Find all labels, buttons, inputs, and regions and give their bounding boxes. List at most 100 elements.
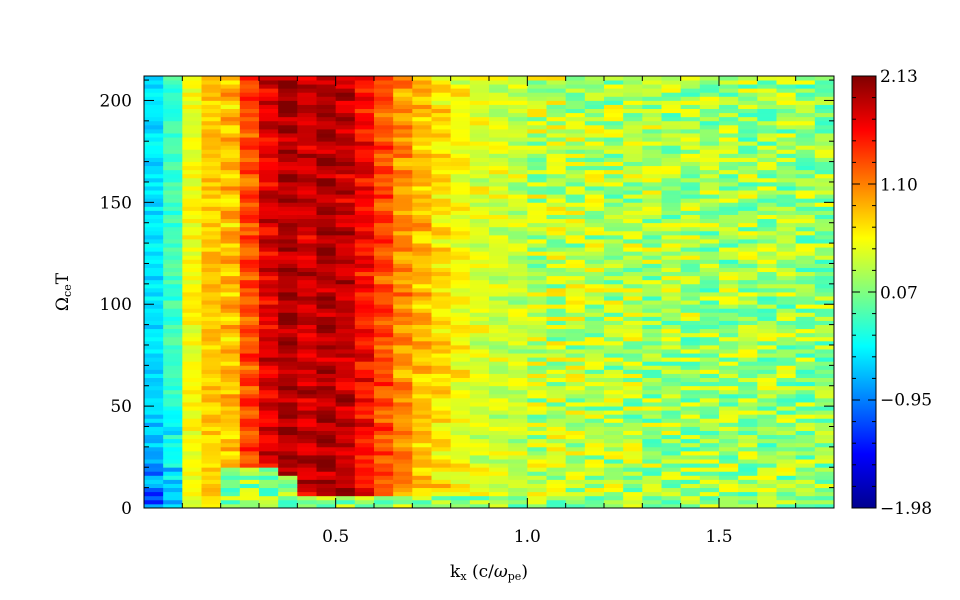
heatmap-cell [546, 243, 567, 248]
heatmap-cell [604, 292, 624, 297]
heatmap-cell [795, 222, 816, 228]
heatmap-cell [699, 230, 720, 236]
heatmap-cell [297, 426, 317, 431]
heatmap-cell [144, 198, 164, 203]
heatmap-cell [661, 190, 682, 195]
heatmap-cell [699, 471, 720, 476]
heatmap-cell [661, 312, 682, 317]
heatmap-cell [335, 267, 356, 273]
heatmap-cell [297, 173, 317, 179]
heatmap-cell [776, 402, 797, 407]
heatmap-cell [297, 287, 317, 293]
heatmap-cell [374, 263, 394, 268]
heatmap-cell [278, 239, 298, 244]
heatmap-cell [201, 108, 222, 114]
heatmap-cell [412, 247, 432, 252]
heatmap-cell [239, 214, 260, 220]
heatmap-cell [297, 116, 317, 122]
heatmap-cell [259, 283, 279, 289]
heatmap-cell [642, 300, 662, 305]
heatmap-cell [239, 292, 260, 297]
heatmap-cell [508, 165, 528, 171]
heatmap-cell [354, 194, 375, 199]
heatmap-cell [374, 234, 394, 240]
heatmap-cell [374, 214, 394, 220]
heatmap-cell [527, 410, 547, 415]
heatmap-cell [489, 108, 509, 114]
heatmap-cell [719, 210, 739, 215]
heatmap-cell [144, 292, 164, 297]
heatmap-cell [469, 275, 490, 281]
heatmap-cell [297, 312, 317, 317]
heatmap-cell [220, 214, 241, 220]
heatmap-cell [661, 479, 682, 484]
heatmap-cell [201, 422, 222, 427]
heatmap-cell [144, 353, 164, 358]
heatmap-cell [814, 491, 835, 497]
heatmap-cell [738, 438, 758, 444]
heatmap-cell [278, 76, 298, 81]
heatmap-cell [508, 361, 528, 366]
heatmap-cell [814, 357, 835, 362]
heatmap-cell [508, 202, 528, 207]
heatmap-cell [565, 190, 586, 195]
heatmap-cell [278, 108, 298, 114]
heatmap-cell [431, 128, 452, 134]
heatmap-cell [719, 344, 739, 350]
heatmap-cell [584, 210, 605, 215]
heatmap-cell [699, 296, 720, 301]
heatmap-cell [738, 304, 758, 309]
heatmap-cell [412, 491, 432, 497]
heatmap-cell [489, 357, 509, 362]
heatmap-cell [584, 275, 605, 281]
heatmap-cell [374, 202, 394, 207]
heatmap-cell [431, 389, 452, 395]
heatmap-cell [738, 120, 758, 126]
heatmap-cell [469, 344, 490, 350]
heatmap-cell [642, 365, 662, 370]
heatmap-cell [469, 459, 490, 464]
heatmap-cell [546, 353, 567, 358]
heatmap-cell [699, 173, 720, 179]
heatmap-cell [316, 161, 337, 167]
heatmap-cell [374, 96, 394, 101]
heatmap-cell [814, 495, 835, 501]
heatmap-cell [527, 503, 547, 509]
heatmap-cell [182, 157, 202, 162]
heatmap-cell [431, 226, 452, 232]
heatmap-cell [489, 226, 509, 232]
heatmap-cell [163, 340, 183, 346]
heatmap-cell [469, 247, 490, 252]
heatmap-cell [489, 234, 509, 240]
heatmap-cell [239, 340, 260, 346]
heatmap-cell [163, 292, 183, 297]
heatmap-cell [163, 186, 183, 191]
heatmap-cell [297, 92, 317, 97]
heatmap-cell [450, 426, 471, 431]
heatmap-cell [412, 243, 432, 248]
heatmap-cell [182, 381, 202, 387]
heatmap-cell [795, 275, 816, 281]
heatmap-cell [604, 161, 624, 167]
heatmap-cell [220, 422, 241, 427]
heatmap-cell [814, 80, 835, 85]
heatmap-cell [259, 161, 279, 167]
heatmap-cell [201, 336, 222, 342]
heatmap-cell [546, 206, 567, 211]
heatmap-cell [814, 381, 835, 387]
heatmap-cell [489, 373, 509, 378]
heatmap-cell [182, 251, 202, 256]
heatmap-cell [354, 312, 375, 317]
heatmap-cell [182, 426, 202, 431]
heatmap-cell [412, 181, 432, 187]
heatmap-cell [469, 267, 490, 273]
heatmap-cell [469, 104, 490, 110]
heatmap-cell [546, 80, 567, 85]
heatmap-cell [239, 287, 260, 293]
heatmap-cell [354, 116, 375, 122]
heatmap-cell [738, 344, 758, 350]
heatmap-cell [814, 141, 835, 146]
heatmap-cell [546, 141, 567, 146]
heatmap-cell [469, 304, 490, 309]
